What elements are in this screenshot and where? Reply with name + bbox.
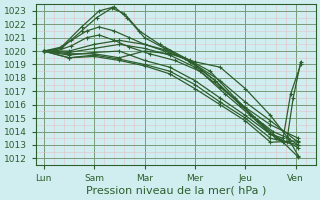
X-axis label: Pression niveau de la mer( hPa ): Pression niveau de la mer( hPa ): [86, 186, 266, 196]
